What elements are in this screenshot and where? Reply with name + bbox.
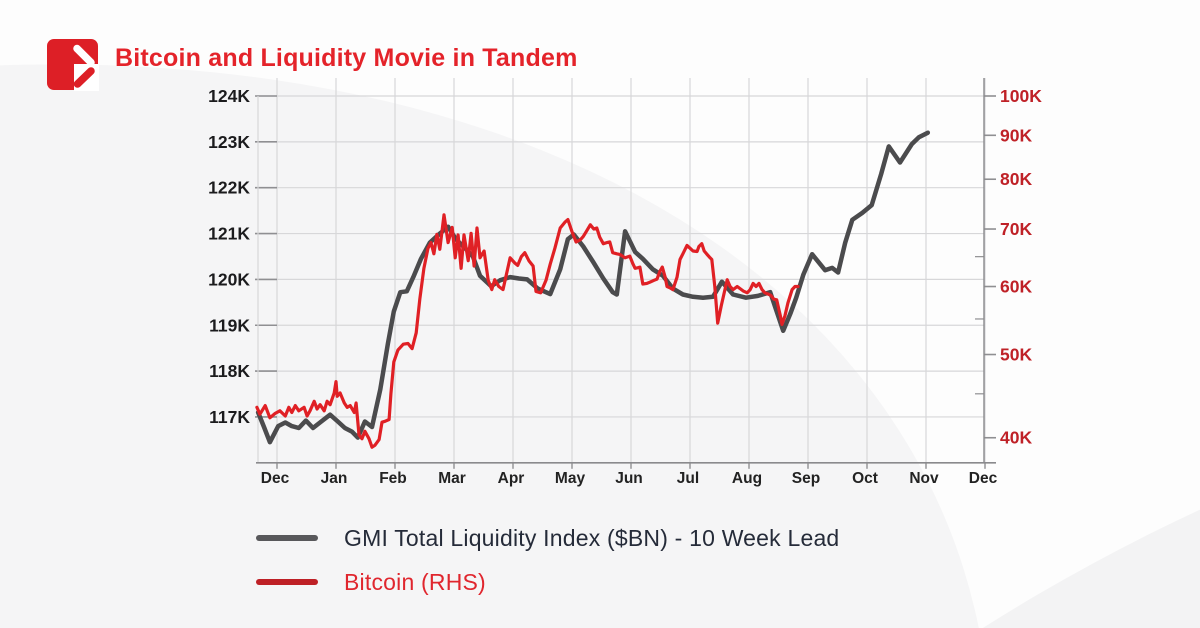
header: Bitcoin and Liquidity Movie in Tandem [46, 38, 578, 91]
right-axis-label: 100K [1000, 86, 1042, 106]
x-axis-label: Jul [677, 470, 699, 487]
left-axis-label: 120K [208, 269, 250, 289]
legend-item-gmi: GMI Total Liquidity Index ($BN) - 10 Wee… [256, 516, 839, 560]
right-axis-label: 90K [1000, 125, 1032, 145]
legend-label-gmi: GMI Total Liquidity Index ($BN) - 10 Wee… [344, 524, 840, 551]
right-axis-label: 80K [1000, 169, 1032, 189]
left-axis-label: 123K [208, 132, 250, 152]
x-axis-label: Feb [379, 470, 407, 487]
gmi-liquidity-line [255, 130, 931, 445]
left-axis-label: 118K [209, 361, 250, 381]
x-axis-label: Jan [321, 470, 348, 487]
right-axis-label: 70K [1000, 219, 1032, 239]
x-axis-label: Aug [732, 470, 762, 487]
x-axis-label: Nov [909, 470, 939, 487]
bitcoin-line [255, 213, 800, 449]
brand-logo-icon [47, 39, 99, 91]
left-axis-label: 117K [209, 407, 250, 427]
x-axis-label: May [555, 470, 586, 487]
bitcoin-line-swatch [256, 579, 318, 585]
left-axis-label: 119K [209, 315, 250, 335]
legend-label-bitcoin: Bitcoin (RHS) [344, 568, 486, 595]
chart-title: Bitcoin and Liquidity Movie in Tandem [115, 44, 578, 72]
right-axis-label: 50K [1000, 345, 1032, 365]
legend-item-bitcoin: Bitcoin (RHS) [256, 560, 839, 604]
x-axis-label: Mar [438, 470, 466, 487]
x-axis-label: Dec [969, 470, 998, 487]
x-axis-label: Dec [261, 470, 290, 487]
legend: GMI Total Liquidity Index ($BN) - 10 Wee… [256, 516, 839, 604]
left-axis-label: 122K [208, 178, 250, 198]
right-axis-label: 40K [1000, 428, 1032, 448]
left-axis-label: 121K [208, 224, 250, 244]
x-axis-label: Oct [852, 470, 878, 487]
right-axis-label: 60K [1000, 277, 1032, 297]
x-axis-label: Sep [792, 470, 820, 487]
x-axis-label: Apr [498, 470, 525, 487]
gmi-line-swatch [256, 535, 318, 541]
x-axis-label: Jun [615, 470, 643, 487]
